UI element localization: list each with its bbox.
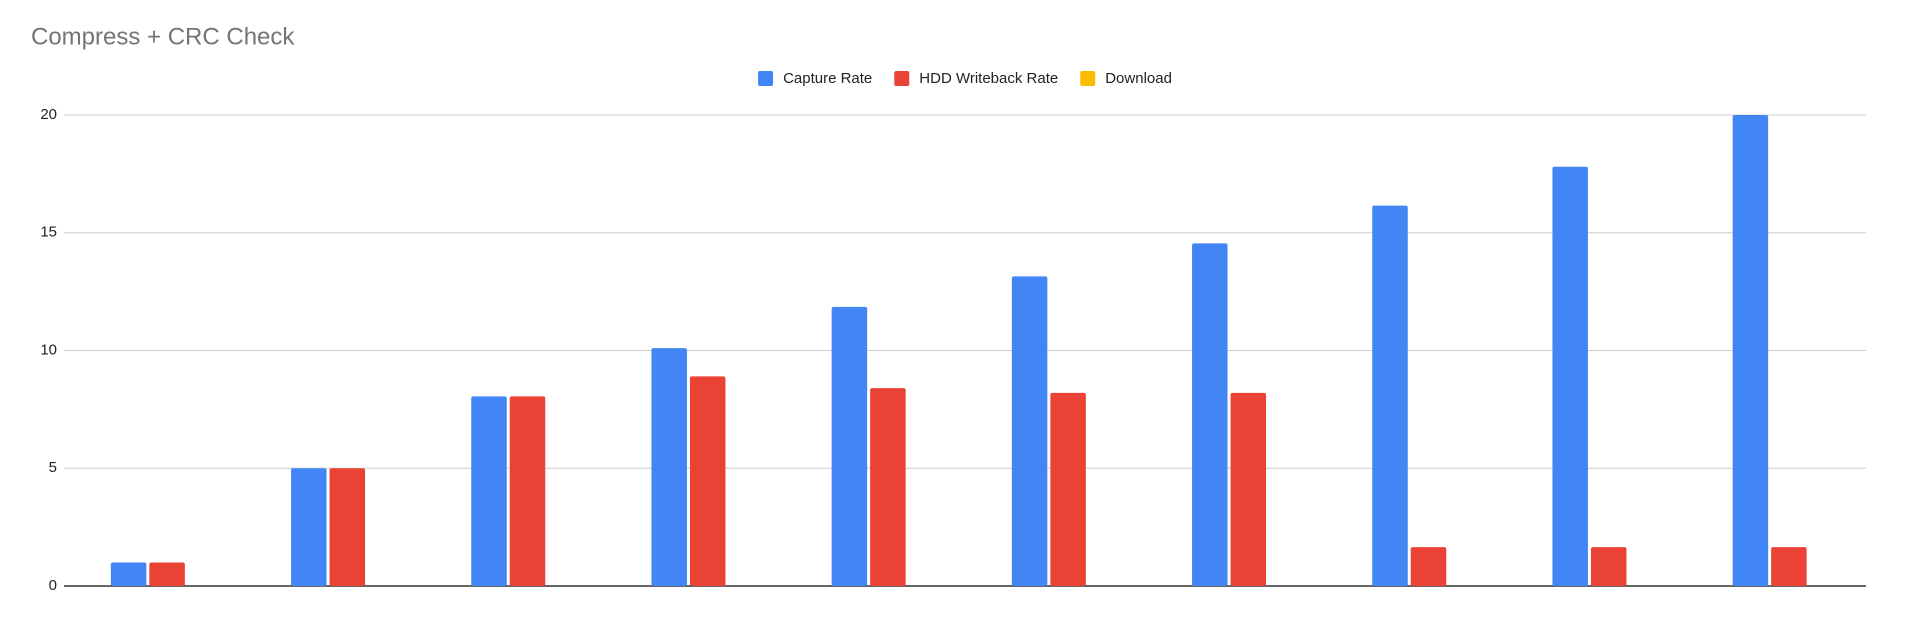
bar xyxy=(1410,547,1447,586)
legend-label: HDD Writeback Rate xyxy=(919,70,1058,87)
legend-swatch xyxy=(894,71,910,86)
y-tick-label: 20 xyxy=(40,106,57,123)
bar xyxy=(1590,547,1627,586)
bar xyxy=(1230,392,1267,586)
y-tick-label: 15 xyxy=(40,224,57,241)
legend-swatch xyxy=(758,71,774,86)
bar xyxy=(110,562,147,586)
bar xyxy=(329,468,366,586)
legend: Capture Rate HDD Writeback Rate Download xyxy=(758,70,1172,87)
bar xyxy=(1050,392,1086,586)
y-tick-label: 0 xyxy=(49,577,57,594)
bar xyxy=(689,376,726,586)
bar xyxy=(651,348,687,586)
bar xyxy=(831,306,868,586)
bar xyxy=(471,396,507,586)
y-tick-label: 5 xyxy=(49,459,57,476)
bar xyxy=(1552,166,1588,586)
legend-label: Capture Rate xyxy=(783,70,872,87)
bar xyxy=(1771,547,1807,586)
bar xyxy=(149,562,185,586)
bar xyxy=(291,468,327,586)
bar xyxy=(870,388,906,586)
legend-swatch xyxy=(1080,71,1096,86)
bar xyxy=(1192,243,1228,586)
chart-title: Compress + CRC Check xyxy=(31,23,295,50)
legend-label: Download xyxy=(1105,70,1172,87)
bar xyxy=(1011,276,1048,586)
bar xyxy=(509,396,546,586)
bar xyxy=(1372,205,1408,587)
bar xyxy=(1732,115,1769,586)
y-tick-label: 10 xyxy=(40,341,57,358)
